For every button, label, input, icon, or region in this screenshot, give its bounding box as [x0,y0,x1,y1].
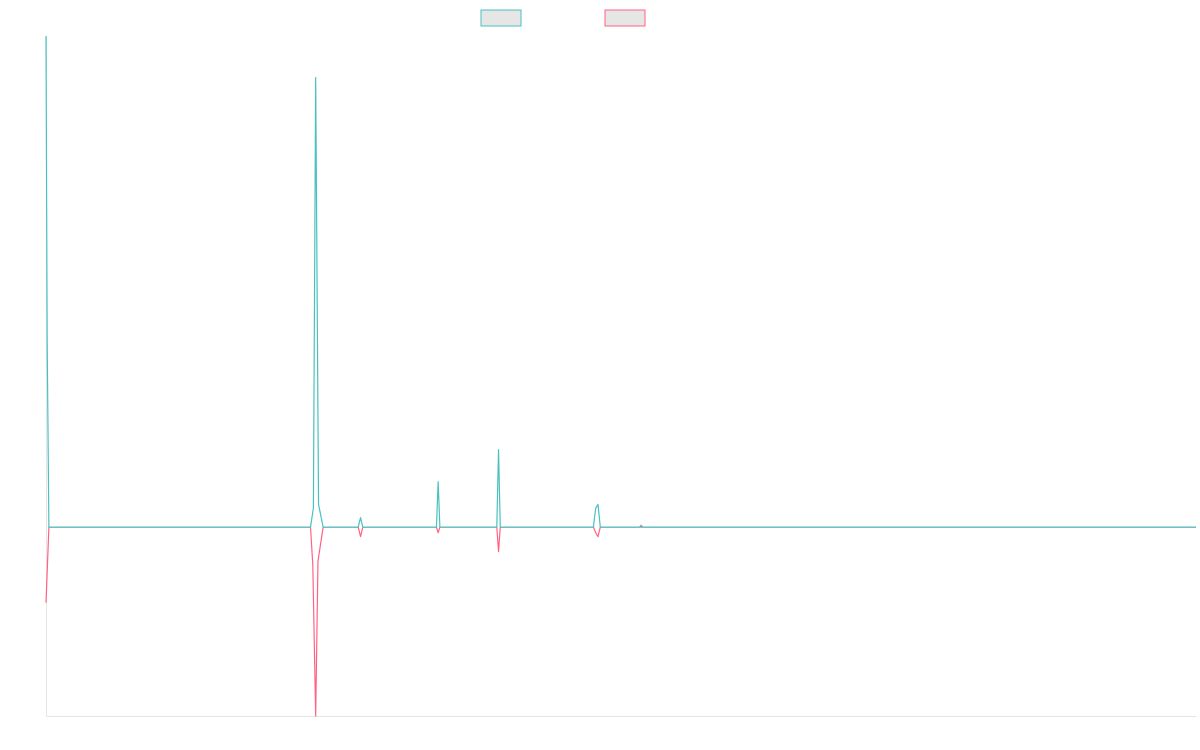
series-b-line [45,526,1196,717]
legend-swatch-series-a[interactable] [480,9,522,27]
plot-area [45,35,1196,717]
legend [480,9,646,27]
legend-swatch-series-b[interactable] [604,9,646,27]
axes [46,36,1196,717]
series-a-line [45,35,1196,528]
